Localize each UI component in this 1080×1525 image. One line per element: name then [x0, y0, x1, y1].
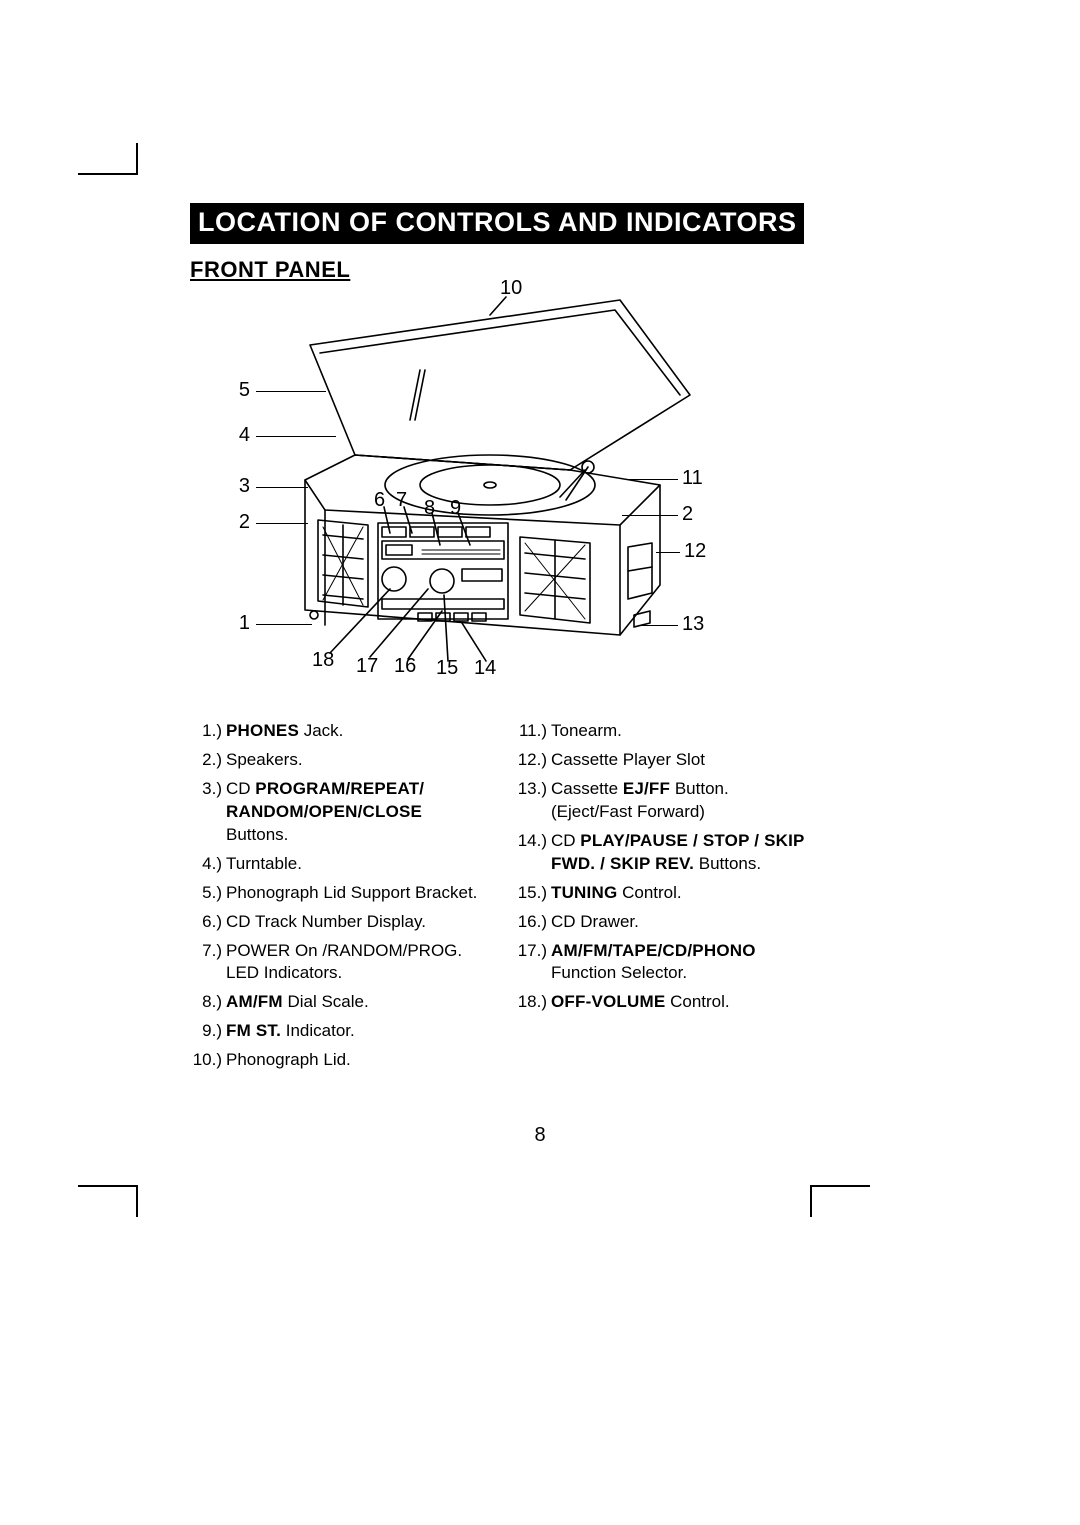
legend-item: 3.)CD PROGRAM/REPEAT/ RANDOM/OPEN/CLOSE … — [190, 778, 485, 847]
legend-text: Turntable. — [226, 854, 302, 873]
cropmark — [810, 1185, 812, 1217]
callout-2-right: 2 — [622, 503, 712, 526]
callout-5: 5 — [220, 379, 326, 402]
front-panel-diagram: 10 5 4 3 2 1 11 2 12 13 6 7 — [190, 275, 730, 695]
legend-item: 17.)AM/FM/TAPE/CD/PHONO Function Selecto… — [515, 940, 810, 986]
legend-text: FM ST. Indicator. — [226, 1021, 355, 1040]
legend-item: 12.)Cassette Player Slot — [515, 749, 810, 772]
legend-text: CD PLAY/PAUSE / STOP / SKIP FWD. / SKIP … — [551, 831, 804, 873]
callout-12: 12 — [656, 540, 714, 563]
legend-marker: 16.) — [515, 911, 547, 934]
callout-13: 13 — [640, 613, 712, 636]
legend-item: 9.)FM ST. Indicator. — [190, 1020, 485, 1043]
legend-item: 13.)Cassette EJ/FF Button.(Eject/Fast Fo… — [515, 778, 810, 824]
cropmark — [78, 1185, 138, 1187]
callout-9: 9 — [450, 497, 461, 520]
callout-17: 17 — [356, 655, 378, 678]
legend: 1.)PHONES Jack.2.)Speakers.3.)CD PROGRAM… — [190, 720, 810, 1078]
legend-text: Cassette Player Slot — [551, 750, 705, 769]
callout-8: 8 — [424, 497, 435, 520]
legend-item: 16.)CD Drawer. — [515, 911, 810, 934]
legend-marker: 17.) — [515, 940, 547, 963]
legend-text: Tonearm. — [551, 721, 622, 740]
legend-marker: 5.) — [190, 882, 222, 905]
page-number: 8 — [0, 1124, 1080, 1147]
callout-10: 10 — [500, 277, 522, 300]
legend-marker: 8.) — [190, 991, 222, 1014]
legend-marker: 1.) — [190, 720, 222, 743]
callout-1: 1 — [220, 612, 312, 635]
legend-col-left: 1.)PHONES Jack.2.)Speakers.3.)CD PROGRAM… — [190, 720, 485, 1078]
legend-item: 11.)Tonearm. — [515, 720, 810, 743]
legend-marker: 13.) — [515, 778, 547, 801]
callout-14: 14 — [474, 657, 496, 680]
legend-item: 7.)POWER On /RANDOM/PROG. LED Indicators… — [190, 940, 485, 986]
legend-marker: 3.) — [190, 778, 222, 801]
legend-marker: 11.) — [515, 720, 547, 743]
legend-marker: 2.) — [190, 749, 222, 772]
legend-text: TUNING Control. — [551, 883, 682, 902]
legend-marker: 12.) — [515, 749, 547, 772]
legend-text: Cassette EJ/FF Button.(Eject/Fast Forwar… — [551, 779, 810, 824]
legend-item: 4.)Turntable. — [190, 853, 485, 876]
callout-11: 11 — [628, 467, 712, 490]
callout-7: 7 — [396, 489, 407, 512]
callout-3: 3 — [220, 475, 308, 498]
legend-marker: 10.) — [190, 1049, 222, 1072]
legend-item: 6.)CD Track Number Display. — [190, 911, 485, 934]
cropmark — [136, 1185, 138, 1217]
legend-item: 14.)CD PLAY/PAUSE / STOP / SKIP FWD. / S… — [515, 830, 810, 876]
legend-text: Phonograph Lid Support Bracket. — [226, 883, 477, 902]
legend-text: PHONES Jack. — [226, 721, 343, 740]
callout-18: 18 — [312, 649, 334, 672]
legend-marker: 9.) — [190, 1020, 222, 1043]
cropmark — [810, 1185, 870, 1187]
legend-item: 2.)Speakers. — [190, 749, 485, 772]
callout-4: 4 — [220, 424, 336, 447]
legend-col-right: 11.)Tonearm.12.)Cassette Player Slot13.)… — [515, 720, 810, 1078]
legend-marker: 6.) — [190, 911, 222, 934]
legend-item: 5.)Phonograph Lid Support Bracket. — [190, 882, 485, 905]
legend-item: 1.)PHONES Jack. — [190, 720, 485, 743]
legend-text: Speakers. — [226, 750, 303, 769]
cropmark — [78, 173, 138, 175]
legend-item: 10.)Phonograph Lid. — [190, 1049, 485, 1072]
callout-6: 6 — [374, 489, 385, 512]
legend-text: CD Track Number Display. — [226, 912, 426, 931]
cropmark — [136, 143, 138, 175]
legend-text: Phonograph Lid. — [226, 1050, 351, 1069]
legend-marker: 7.) — [190, 940, 222, 963]
legend-text: CD PROGRAM/REPEAT/ RANDOM/OPEN/CLOSE But… — [226, 779, 424, 844]
legend-text: POWER On /RANDOM/PROG. LED Indicators. — [226, 941, 462, 983]
legend-text: AM/FM Dial Scale. — [226, 992, 369, 1011]
legend-marker: 18.) — [515, 991, 547, 1014]
section-title: LOCATION OF CONTROLS AND INDICATORS — [190, 203, 804, 244]
callout-16: 16 — [394, 655, 416, 678]
callout-2-left: 2 — [220, 511, 308, 534]
legend-text: OFF-VOLUME Control. — [551, 992, 730, 1011]
legend-item: 15.)TUNING Control. — [515, 882, 810, 905]
page: LOCATION OF CONTROLS AND INDICATORS FRON… — [0, 0, 1080, 1525]
legend-item: 18.)OFF-VOLUME Control. — [515, 991, 810, 1014]
legend-item: 8.)AM/FM Dial Scale. — [190, 991, 485, 1014]
legend-marker: 4.) — [190, 853, 222, 876]
callout-15: 15 — [436, 657, 458, 680]
legend-text: CD Drawer. — [551, 912, 639, 931]
legend-marker: 15.) — [515, 882, 547, 905]
legend-marker: 14.) — [515, 830, 547, 853]
legend-text: AM/FM/TAPE/CD/PHONO Function Selector. — [551, 941, 756, 983]
